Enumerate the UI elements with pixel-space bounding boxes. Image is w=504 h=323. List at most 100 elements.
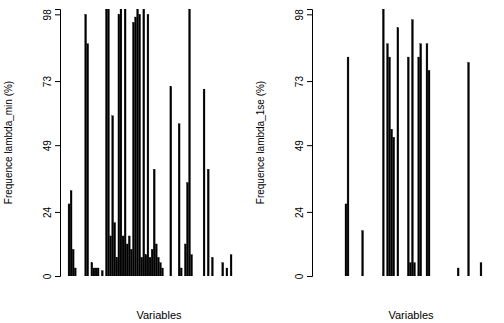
- tick-label: 73: [294, 76, 305, 88]
- bar: [459, 276, 461, 277]
- bar: [409, 263, 411, 276]
- bar: [411, 20, 413, 276]
- bar: [126, 244, 128, 276]
- tick-label: 0: [294, 273, 305, 279]
- x-axis-title: Variables: [388, 309, 434, 321]
- tick-label: 98: [42, 9, 53, 21]
- bar: [441, 276, 443, 277]
- bar: [414, 263, 416, 276]
- bar: [397, 28, 399, 276]
- tick-mark: [307, 14, 312, 15]
- bar: [132, 22, 134, 276]
- bar: [401, 276, 403, 277]
- bar: [168, 276, 170, 277]
- bar: [453, 276, 455, 277]
- bar: [451, 276, 453, 277]
- figure: 024497398Frequence lambda_min (%)Variabl…: [0, 0, 504, 323]
- bar: [320, 276, 322, 277]
- bar: [101, 271, 103, 276]
- bar: [430, 276, 432, 277]
- bar: [97, 268, 99, 276]
- bar: [391, 129, 393, 276]
- bar: [389, 57, 391, 276]
- bar: [159, 263, 161, 276]
- tick: 73: [42, 76, 60, 88]
- bar: [103, 276, 105, 277]
- tick-mark: [55, 81, 60, 82]
- tick: 49: [294, 140, 312, 152]
- bar: [93, 268, 95, 276]
- bar: [81, 276, 83, 277]
- bar: [384, 276, 386, 277]
- bar: [110, 236, 112, 276]
- bar: [330, 276, 332, 277]
- bar: [434, 276, 436, 277]
- y-axis: 024497398: [42, 9, 61, 279]
- bar: [151, 249, 153, 276]
- bar: [164, 276, 166, 277]
- bar: [382, 9, 384, 276]
- bar: [439, 276, 441, 277]
- bar: [482, 276, 484, 277]
- bar: [420, 44, 422, 276]
- axis-line: [307, 10, 313, 277]
- bar: [116, 257, 118, 276]
- bar: [184, 244, 186, 276]
- bar: [99, 276, 101, 277]
- tick-mark: [55, 145, 60, 146]
- bar: [353, 276, 355, 277]
- bar: [195, 276, 197, 277]
- tick-label: 24: [42, 206, 53, 218]
- bar: [368, 276, 370, 277]
- bar: [141, 257, 143, 276]
- bar: [474, 276, 476, 277]
- bar: [78, 276, 80, 277]
- bar: [422, 276, 424, 277]
- bar: [153, 169, 155, 276]
- bar: [211, 257, 213, 276]
- bar: [333, 276, 335, 277]
- bar: [91, 263, 93, 276]
- bar: [345, 204, 347, 276]
- tick: 98: [42, 9, 60, 21]
- bar: [87, 44, 89, 276]
- bar: [455, 276, 457, 277]
- bar: [135, 17, 137, 276]
- bar: [182, 276, 184, 277]
- bar: [468, 62, 470, 276]
- bar: [335, 276, 337, 277]
- bar: [426, 44, 428, 276]
- bar: [343, 276, 345, 277]
- bar: [187, 183, 189, 276]
- bar: [416, 276, 418, 277]
- bar: [355, 276, 357, 277]
- bars: [68, 9, 232, 276]
- bar: [72, 249, 74, 276]
- y-axis-title: Frequence lambda_1se (%): [255, 81, 266, 204]
- bar: [137, 9, 139, 276]
- bar: [360, 276, 362, 277]
- bar: [70, 191, 72, 276]
- x-axis-title: Variables: [136, 309, 182, 321]
- y-axis: 024497398: [294, 9, 313, 279]
- tick-label: 49: [294, 140, 305, 152]
- bar: [201, 276, 203, 277]
- bar: [374, 276, 376, 277]
- bar: [66, 276, 68, 277]
- bar: [376, 276, 378, 277]
- bar: [199, 276, 201, 277]
- bar: [145, 255, 147, 276]
- bar: [470, 276, 472, 277]
- bar: [180, 268, 182, 276]
- bar: [214, 276, 216, 277]
- tick-label: 24: [294, 206, 305, 218]
- bar: [157, 257, 159, 276]
- bar: [205, 276, 207, 277]
- bar: [326, 276, 328, 277]
- bar: [108, 9, 110, 276]
- bar: [220, 276, 222, 277]
- tick-mark: [55, 212, 60, 213]
- tick-mark: [307, 212, 312, 213]
- bar: [178, 124, 180, 276]
- bar: [120, 9, 122, 276]
